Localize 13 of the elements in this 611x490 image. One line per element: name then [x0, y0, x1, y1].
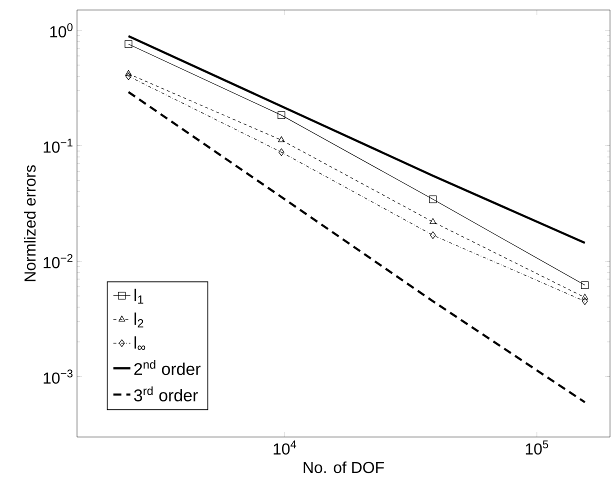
legend-label: l$_{∞}$ [134, 336, 146, 350]
x-axis-title: No. of DOF [304, 461, 384, 474]
legend-label: 2$^{nd}$ order [134, 360, 201, 376]
legend-label: l$_{1}$ [134, 288, 144, 304]
y-tick-label: 10$^{−3}$ [44, 370, 73, 384]
legend-label: l$_{2}$ [134, 312, 144, 328]
y-tick-label: 10$^{−1}$ [44, 138, 72, 153]
legend-label: 3$^{rd}$ order [134, 386, 198, 402]
x-tick-label: 10$^{5}$ [526, 440, 548, 455]
x-tick-label: 10$^{4}$ [274, 440, 296, 455]
y-tick-label: 10$^{0}$ [50, 23, 73, 38]
y-tick-label: 10$^{−2}$ [44, 254, 72, 268]
y-axis-title: Normlized errors [24, 165, 36, 282]
